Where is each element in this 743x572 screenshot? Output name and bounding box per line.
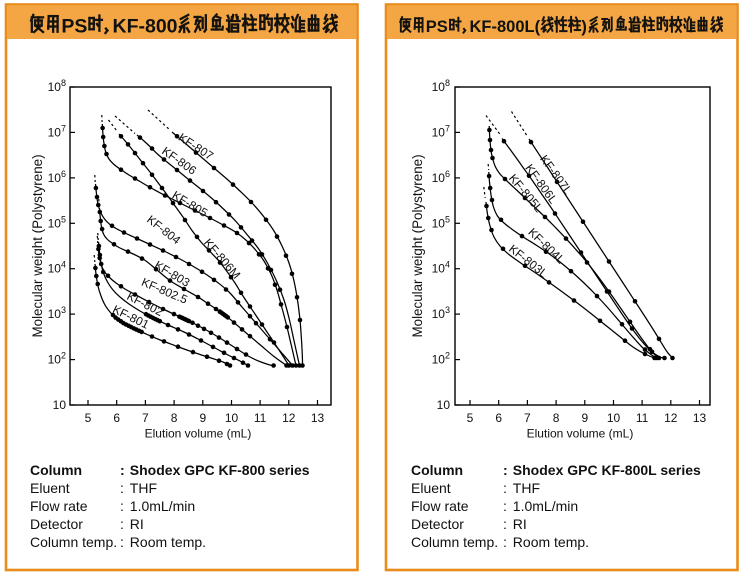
svg-text:Shodex GPC KF-800 series: Shodex GPC KF-800 series	[130, 462, 310, 478]
svg-text:Molecular weight (Polystyrene): Molecular weight (Polystyrene)	[30, 154, 45, 337]
svg-text:Room temp.: Room temp.	[130, 534, 206, 550]
svg-text:Elution volume (mL): Elution volume (mL)	[527, 427, 634, 441]
svg-text::: :	[503, 516, 507, 532]
svg-text:Column: Column	[30, 462, 82, 478]
svg-text:KF-800L(: KF-800L(	[470, 18, 541, 36]
svg-text:): )	[581, 18, 587, 36]
svg-text:10: 10	[53, 398, 67, 412]
svg-text:1.0mL/min: 1.0mL/min	[130, 498, 195, 514]
svg-text::: :	[503, 462, 508, 478]
svg-text::: :	[503, 480, 507, 496]
svg-text:6: 6	[113, 411, 120, 425]
svg-text:9: 9	[199, 411, 206, 425]
svg-text:THF: THF	[130, 480, 157, 496]
svg-text:Flow rate: Flow rate	[411, 498, 469, 514]
svg-text:RI: RI	[130, 516, 144, 532]
svg-text:6: 6	[495, 411, 502, 425]
svg-text:7: 7	[142, 411, 149, 425]
svg-text:Elution volume (mL): Elution volume (mL)	[145, 427, 252, 441]
svg-text:8: 8	[553, 411, 560, 425]
svg-text::: :	[120, 516, 124, 532]
svg-text:Detector: Detector	[411, 516, 464, 532]
svg-text:Column temp.: Column temp.	[30, 534, 117, 550]
svg-text::: :	[503, 498, 507, 514]
svg-text:11: 11	[636, 411, 649, 425]
svg-text:PS: PS	[61, 16, 87, 38]
svg-text:1.0mL/min: 1.0mL/min	[513, 498, 578, 514]
svg-text:Column temp.: Column temp.	[411, 534, 498, 550]
svg-text:PS: PS	[426, 18, 448, 36]
svg-text:5: 5	[467, 411, 474, 425]
svg-text:5: 5	[85, 411, 92, 425]
svg-text::: :	[120, 462, 125, 478]
svg-text::: :	[120, 480, 124, 496]
svg-text:Eluent: Eluent	[30, 480, 70, 496]
svg-text:9: 9	[581, 411, 588, 425]
svg-text::: :	[120, 534, 124, 550]
svg-text:Detector: Detector	[30, 516, 83, 532]
svg-text:10: 10	[607, 411, 621, 425]
svg-text:10: 10	[437, 398, 451, 412]
svg-text:Flow rate: Flow rate	[30, 498, 88, 514]
svg-text:7: 7	[524, 411, 531, 425]
svg-text:10: 10	[225, 411, 239, 425]
svg-text:Molecular weight (Polystyrene): Molecular weight (Polystyrene)	[410, 154, 425, 337]
svg-text::: :	[503, 534, 507, 550]
svg-text:12: 12	[664, 411, 678, 425]
svg-text:Room temp.: Room temp.	[513, 534, 589, 550]
svg-text:THF: THF	[513, 480, 540, 496]
svg-text:8: 8	[171, 411, 178, 425]
svg-text:13: 13	[311, 411, 325, 425]
svg-text:RI: RI	[513, 516, 527, 532]
svg-text::: :	[120, 498, 124, 514]
svg-text:Column: Column	[411, 462, 463, 478]
svg-text:12: 12	[282, 411, 296, 425]
svg-text:Shodex GPC KF-800L series: Shodex GPC KF-800L series	[513, 462, 701, 478]
svg-text:11: 11	[254, 411, 267, 425]
svg-text:13: 13	[693, 411, 707, 425]
svg-text:Eluent: Eluent	[411, 480, 451, 496]
svg-text:KF-800: KF-800	[113, 16, 178, 38]
